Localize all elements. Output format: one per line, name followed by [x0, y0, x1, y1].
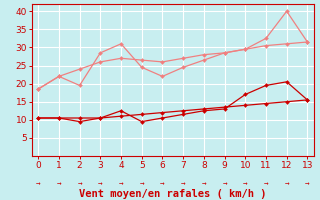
Text: →: → — [284, 179, 289, 188]
Text: →: → — [202, 179, 206, 188]
Text: →: → — [57, 179, 61, 188]
Text: →: → — [119, 179, 123, 188]
Text: →: → — [181, 179, 186, 188]
Text: →: → — [222, 179, 227, 188]
Text: →: → — [160, 179, 165, 188]
Text: →: → — [36, 179, 41, 188]
X-axis label: Vent moyen/en rafales ( km/h ): Vent moyen/en rafales ( km/h ) — [79, 189, 267, 199]
Text: →: → — [77, 179, 82, 188]
Text: →: → — [140, 179, 144, 188]
Text: →: → — [98, 179, 103, 188]
Text: →: → — [264, 179, 268, 188]
Text: →: → — [243, 179, 248, 188]
Text: →: → — [305, 179, 310, 188]
